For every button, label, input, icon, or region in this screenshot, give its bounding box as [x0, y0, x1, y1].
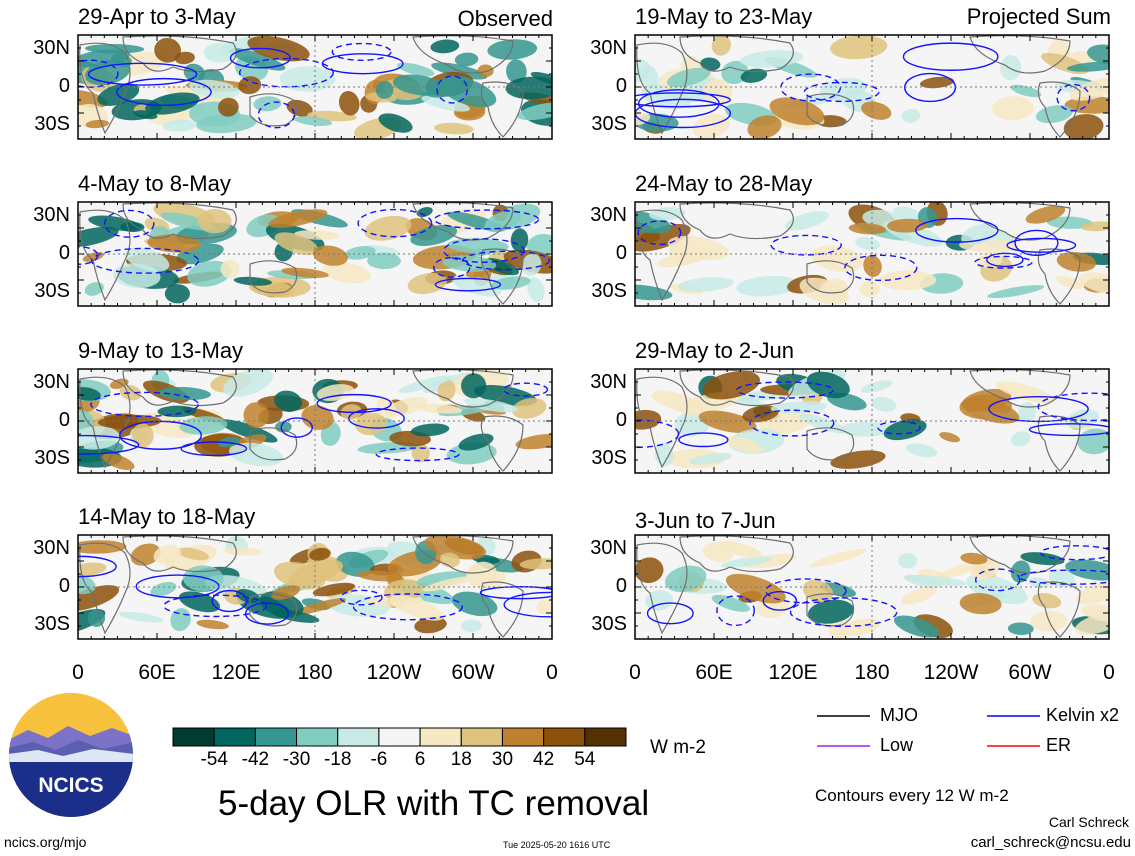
colorbar-swatch [254, 727, 298, 747]
longitude-label: 60W [1008, 661, 1052, 684]
left-panel-2-title: 4-May to 8-May [78, 171, 231, 196]
latitude-label: 30N [33, 36, 70, 59]
latitude-label: 0 [615, 575, 627, 597]
colorbar-swatch [501, 727, 545, 747]
latitude-label: 0 [615, 242, 627, 264]
footer-author: Carl Schreck [1048, 814, 1129, 830]
longitude-label: 120E [768, 661, 818, 684]
latitude-label: 30N [590, 203, 627, 226]
colorbar-swatch [296, 727, 339, 747]
ncics-logo: NCICS [9, 693, 133, 817]
longitude-label: 120W [923, 661, 979, 684]
colorbar-tick-label: 42 [533, 749, 555, 770]
left-panel-1-tag: Observed [457, 6, 553, 31]
map-panel-right-3 [634, 368, 1110, 474]
contour-note: Contours every 12 W m-2 [815, 786, 1009, 805]
longitude-label: 0 [1103, 661, 1115, 684]
colorbar-tick-label: 30 [491, 749, 514, 770]
legend-mjo-label: MJO [880, 705, 918, 725]
latitude-label: 30S [591, 113, 627, 136]
latitude-label: 30S [591, 613, 627, 636]
map-panel-right-4 [634, 534, 1110, 640]
longitude-label: 180 [854, 661, 890, 684]
longitude-label: 60E [138, 661, 176, 684]
footer-email: carl_schreck@ncsu.edu [970, 834, 1131, 851]
colorbar-tick-label: -54 [200, 749, 228, 770]
latitude-label: 30S [34, 113, 70, 136]
latitude-label: 30N [590, 36, 627, 59]
map-panel-left-1 [77, 34, 553, 140]
latitude-label: 30S [591, 280, 627, 303]
longitude-label: 0 [72, 661, 84, 684]
latitude-label: 30N [33, 536, 70, 559]
latitude-label: 0 [58, 75, 70, 97]
right-panel-2-title: 24-May to 28-May [635, 171, 813, 196]
latitude-label: 30N [590, 536, 627, 559]
latitude-label: 0 [615, 409, 627, 431]
latitude-label: 30S [591, 447, 627, 470]
colorbar [172, 727, 627, 747]
longitude-label: 120W [366, 661, 422, 684]
latitude-label: 0 [58, 575, 70, 597]
left-panel-3-title: 9-May to 13-May [78, 338, 244, 363]
colorbar-tick-label: -6 [370, 749, 388, 770]
latitude-label: 30N [590, 370, 627, 393]
colorbar-swatch [460, 727, 503, 747]
longitude-label: 0 [546, 661, 558, 684]
latitude-label: 30S [34, 613, 70, 636]
colorbar-tick-label: 54 [574, 749, 596, 770]
map-panel-left-2 [77, 201, 553, 307]
colorbar-swatch [543, 727, 586, 747]
colorbar-swatch [584, 727, 627, 747]
longitude-label: 60E [695, 661, 733, 684]
map-panel-right-2 [634, 201, 1110, 307]
colorbar-swatch [213, 727, 256, 747]
logo-text: NCICS [38, 774, 103, 797]
left-panel-4-title: 14-May to 18-May [78, 504, 256, 529]
latitude-label: 30S [34, 280, 70, 303]
main-title: 5-day OLR with TC removal [218, 784, 650, 823]
right-panel-4-title: 3-Jun to 7-Jun [635, 508, 776, 533]
longitude-label: 120E [211, 661, 261, 684]
latitude-label: 0 [58, 242, 70, 264]
legend-kelvin-label: Kelvin x2 [1046, 705, 1120, 725]
colorbar-tick-label: -30 [282, 749, 311, 770]
colorbar-swatch [172, 727, 215, 747]
right-panel-3-title: 29-May to 2-Jun [635, 338, 794, 363]
latitude-label: 0 [58, 409, 70, 431]
latitude-label: 30N [33, 370, 70, 393]
colorbar-unit: W m-2 [650, 737, 706, 758]
map-panel-right-1 [634, 34, 1110, 140]
latitude-label: 30N [33, 203, 70, 226]
latitude-label: 0 [615, 75, 627, 97]
longitude-label: 0 [629, 661, 641, 684]
right-panel-1-tag: Projected Sum [966, 4, 1111, 29]
map-panel-left-4 [77, 534, 553, 640]
longitude-label: 180 [297, 661, 333, 684]
latitude-label: 30S [34, 447, 70, 470]
colorbar-swatch [378, 727, 421, 747]
colorbar-swatch [337, 727, 380, 747]
colorbar-tick-label: -42 [241, 749, 270, 770]
colorbar-tick-label: -18 [323, 749, 352, 770]
footer-url: ncics.org/mjo [4, 834, 87, 850]
legend-er-label: ER [1046, 735, 1072, 755]
right-panel-1-title: 19-May to 23-May [635, 4, 813, 29]
longitude-label: 60W [451, 661, 495, 684]
map-panel-left-3 [77, 368, 553, 474]
colorbar-tick-label: 18 [450, 749, 472, 770]
legend-low-label: Low [880, 735, 914, 755]
colorbar-tick-label: 6 [414, 749, 426, 770]
left-panel-1-title: 29-Apr to 3-May [78, 4, 236, 29]
footer-timestamp: Tue 2025-05-20 1616 UTC [503, 840, 611, 850]
colorbar-swatch [419, 727, 462, 747]
